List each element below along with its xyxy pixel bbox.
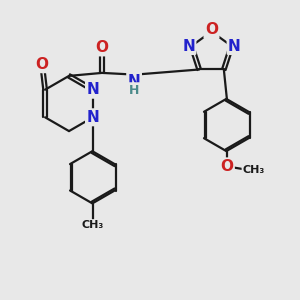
- Text: O: O: [205, 22, 218, 38]
- Text: CH₃: CH₃: [243, 165, 265, 175]
- Text: N: N: [128, 74, 140, 88]
- Text: N: N: [86, 82, 99, 97]
- Text: CH₃: CH₃: [82, 220, 104, 230]
- Text: N: N: [86, 110, 99, 125]
- Text: N: N: [228, 38, 241, 53]
- Text: O: O: [95, 40, 109, 55]
- Text: N: N: [182, 38, 195, 53]
- Text: O: O: [220, 159, 233, 174]
- Text: H: H: [129, 83, 139, 97]
- Text: O: O: [36, 57, 49, 72]
